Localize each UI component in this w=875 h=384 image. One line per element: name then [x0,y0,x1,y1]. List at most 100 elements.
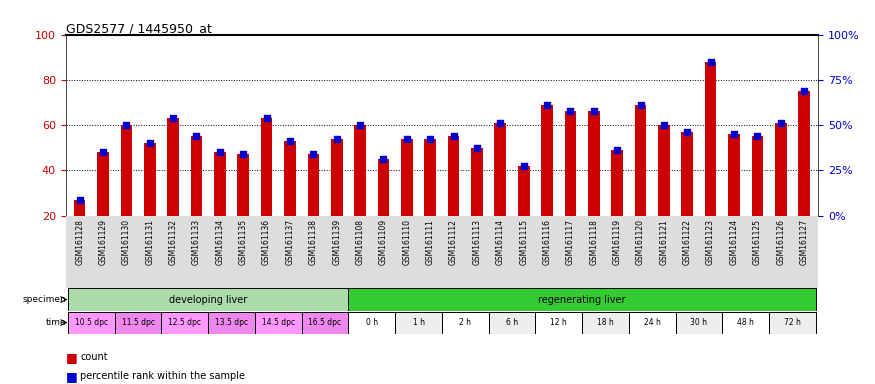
Bar [348,311,396,334]
Bar [115,311,162,334]
Point [166,115,180,121]
Bar [588,111,599,215]
Text: GDS2577 / 1445950_at: GDS2577 / 1445950_at [66,22,212,35]
Bar [261,118,272,215]
Text: GSM161139: GSM161139 [332,219,341,265]
Text: GSM161134: GSM161134 [215,219,224,265]
Point [446,133,460,139]
Bar [191,136,202,215]
Point [260,115,274,121]
Point [119,122,133,128]
Text: 14.5 dpc: 14.5 dpc [262,318,295,327]
Text: 10.5 dpc: 10.5 dpc [74,318,108,327]
Text: GSM161129: GSM161129 [99,219,108,265]
Bar [728,134,740,215]
Point [330,136,344,142]
Text: 24 h: 24 h [644,318,661,327]
Text: 11.5 dpc: 11.5 dpc [122,318,155,327]
Bar [682,132,693,215]
Bar [704,62,717,215]
Text: GSM161114: GSM161114 [496,219,505,265]
Point [96,149,110,155]
Point [470,145,484,151]
Bar [162,311,208,334]
Point [680,129,694,135]
Point [213,149,227,155]
Bar [167,118,179,215]
Bar [401,139,413,215]
Text: GSM161122: GSM161122 [682,219,692,265]
Point [354,122,367,128]
Bar [68,288,348,311]
Bar [97,152,108,215]
Text: GSM161137: GSM161137 [285,219,295,265]
Text: percentile rank within the sample: percentile rank within the sample [80,371,246,381]
Text: GSM161124: GSM161124 [730,219,738,265]
Bar [255,311,302,334]
Text: time: time [46,318,66,327]
Text: 12 h: 12 h [550,318,567,327]
Text: 1 h: 1 h [412,318,424,327]
Bar [752,136,763,215]
Text: GSM161115: GSM161115 [519,219,528,265]
Text: ■: ■ [66,351,77,364]
Point [283,138,297,144]
Text: GSM161125: GSM161125 [752,219,762,265]
Bar [612,150,623,215]
Point [564,108,578,114]
Bar [302,311,348,334]
Text: GSM161116: GSM161116 [542,219,551,265]
Text: GSM161126: GSM161126 [776,219,785,265]
Point [143,140,157,146]
Point [424,136,438,142]
Text: GSM161109: GSM161109 [379,219,388,265]
Text: GSM161123: GSM161123 [706,219,715,265]
Text: 6 h: 6 h [506,318,518,327]
Point [376,156,390,162]
Text: 18 h: 18 h [597,318,614,327]
Bar [144,143,156,215]
Text: GSM161135: GSM161135 [239,219,248,265]
Text: GSM161111: GSM161111 [426,219,435,265]
Text: ■: ■ [66,370,77,383]
Bar [536,311,582,334]
Text: GSM161138: GSM161138 [309,219,318,265]
Text: 12.5 dpc: 12.5 dpc [168,318,201,327]
Text: GSM161131: GSM161131 [145,219,154,265]
Bar [798,91,810,215]
Text: GSM161118: GSM161118 [589,219,598,265]
Text: GSM161132: GSM161132 [169,219,178,265]
Point [774,120,788,126]
Point [704,59,717,65]
Point [190,133,204,139]
Bar [237,154,249,215]
Point [727,131,741,137]
Text: GSM161121: GSM161121 [660,219,668,265]
Text: regenerating liver: regenerating liver [538,295,626,305]
Bar [442,311,488,334]
Text: GSM161113: GSM161113 [473,219,481,265]
Point [751,133,765,139]
Text: GSM161127: GSM161127 [800,219,808,265]
Bar [488,311,536,334]
Text: 0 h: 0 h [366,318,378,327]
Text: GSM161130: GSM161130 [122,219,131,265]
Text: 16.5 dpc: 16.5 dpc [309,318,341,327]
Point [797,88,811,94]
Point [73,197,87,203]
Text: 48 h: 48 h [738,318,754,327]
Text: GSM161120: GSM161120 [636,219,645,265]
Bar [121,125,132,215]
Text: GSM161119: GSM161119 [612,219,621,265]
Point [400,136,414,142]
Text: GSM161133: GSM161133 [192,219,201,265]
Bar [564,111,577,215]
Point [634,102,648,108]
Bar [722,311,769,334]
Point [540,102,554,108]
Bar [424,139,436,215]
Text: GSM161128: GSM161128 [75,219,84,265]
Bar [582,311,629,334]
Bar [634,105,647,215]
Text: GSM161112: GSM161112 [449,219,458,265]
